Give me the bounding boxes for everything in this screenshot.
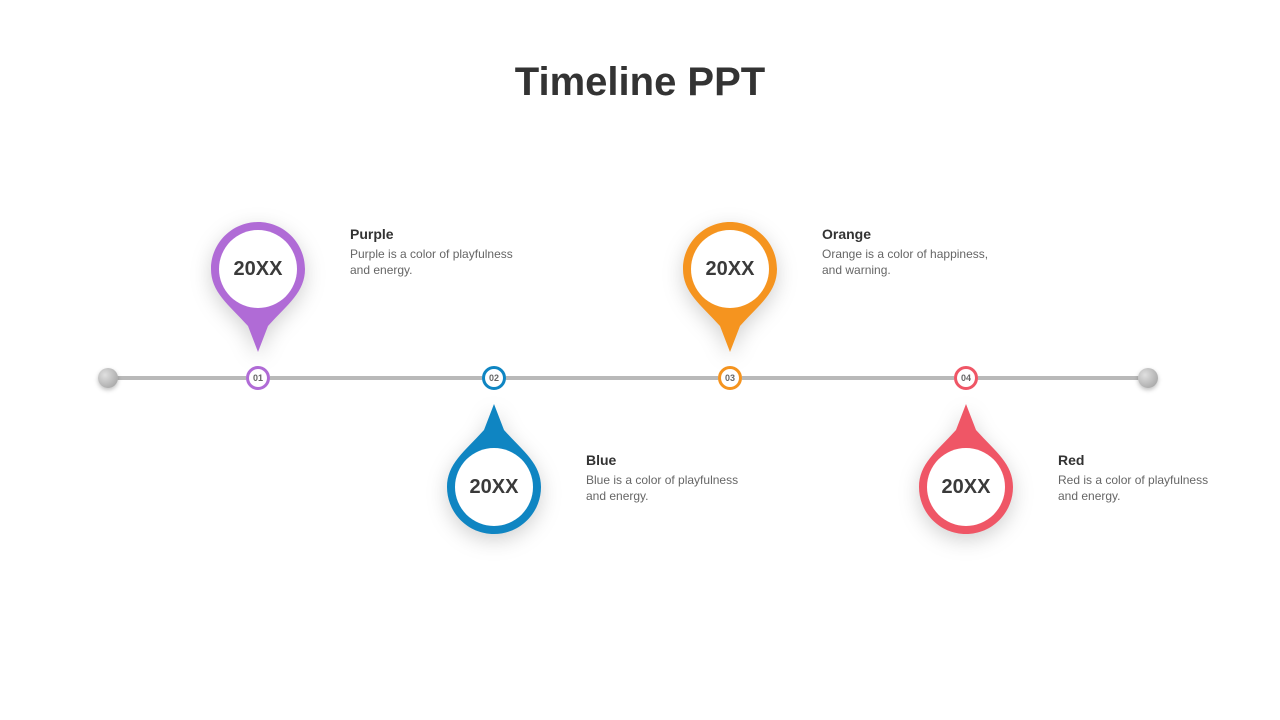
pin-marker: 20XX xyxy=(211,222,305,352)
marker-body: Purple is a color of playfulness and ene… xyxy=(350,246,520,278)
node-number: 04 xyxy=(961,373,971,383)
pin-year: 20XX xyxy=(455,448,533,526)
marker-heading: Blue xyxy=(586,452,756,468)
marker-heading: Orange xyxy=(822,226,992,242)
marker-label: Orange Orange is a color of happiness, an… xyxy=(822,226,992,278)
pin-marker: 20XX xyxy=(683,222,777,352)
pin-year: 20XX xyxy=(927,448,1005,526)
marker-heading: Purple xyxy=(350,226,520,242)
node-number: 02 xyxy=(489,373,499,383)
node-number: 01 xyxy=(253,373,263,383)
timeline-node: 01 xyxy=(246,366,270,390)
marker-label: Blue Blue is a color of playfulness and e… xyxy=(586,452,756,504)
pin-year: 20XX xyxy=(219,230,297,308)
marker-body: Orange is a color of happiness, and warn… xyxy=(822,246,992,278)
timeline-node: 02 xyxy=(482,366,506,390)
pin-marker: 20XX xyxy=(919,404,1013,534)
timeline-endcap-left xyxy=(98,368,118,388)
marker-heading: Red xyxy=(1058,452,1228,468)
node-number: 03 xyxy=(725,373,735,383)
timeline-node: 03 xyxy=(718,366,742,390)
pin-marker: 20XX xyxy=(447,404,541,534)
marker-label: Red Red is a color of playfulness and ene… xyxy=(1058,452,1228,504)
marker-label: Purple Purple is a color of playfulness a… xyxy=(350,226,520,278)
timeline-node: 04 xyxy=(954,366,978,390)
timeline-endcap-right xyxy=(1138,368,1158,388)
pin-year: 20XX xyxy=(691,230,769,308)
marker-body: Red is a color of playfulness and energy… xyxy=(1058,472,1228,504)
marker-body: Blue is a color of playfulness and energ… xyxy=(586,472,756,504)
page-title: Timeline PPT xyxy=(0,60,1280,105)
